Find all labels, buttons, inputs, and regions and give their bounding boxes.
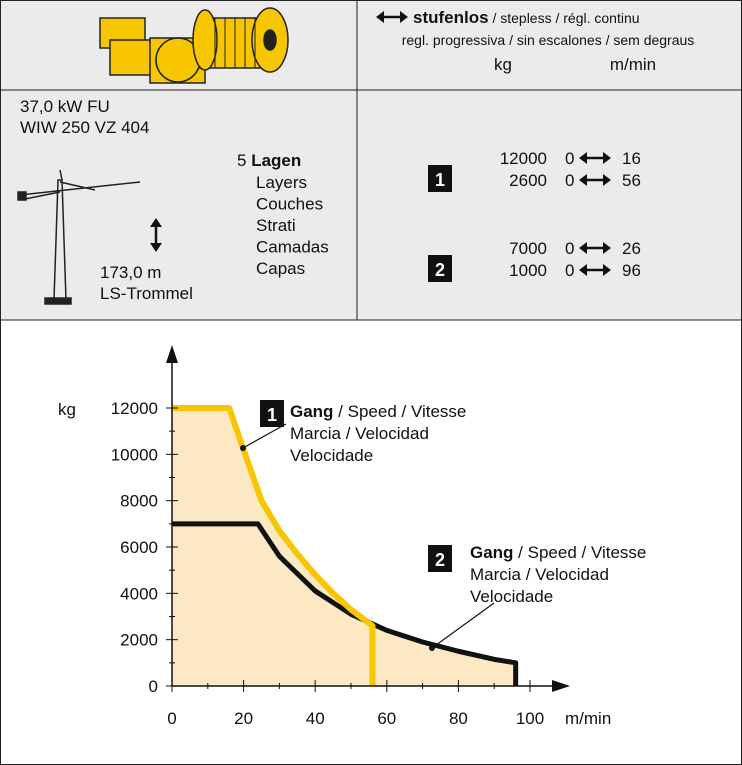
legend-line: Marcia / Velocidad	[290, 424, 429, 443]
unit-load: kg	[494, 55, 512, 74]
legend-line: Marcia / Velocidad	[470, 565, 609, 584]
x-axis-label: m/min	[565, 709, 611, 728]
leader-dot	[429, 645, 435, 651]
legend-line: Velocidade	[290, 446, 373, 465]
x-tick-label: 100	[516, 709, 544, 728]
legend-name: Gang	[470, 543, 513, 562]
speed-to: 16	[622, 149, 641, 168]
x-tick-label: 20	[234, 709, 253, 728]
legend-line: Velocidade	[470, 587, 553, 606]
speed-to: 96	[622, 261, 641, 280]
y-axis-label: kg	[58, 400, 76, 419]
load-kg: 1000	[509, 261, 547, 280]
legend-translations: / Speed / Vitesse	[333, 402, 466, 421]
header-subtitle: regl. progressiva / sin escalones / sem …	[402, 32, 695, 48]
speed-from: 0	[565, 171, 574, 190]
legend-entry: Gang / Speed / Vitesse	[290, 402, 466, 421]
y-tick-label: 4000	[120, 584, 158, 603]
layer-translation: Couches	[256, 195, 323, 214]
x-tick-label: 60	[377, 709, 396, 728]
speed-to: 26	[622, 239, 641, 258]
power: 37,0 kW FU	[20, 97, 110, 116]
y-tick-label: 0	[149, 677, 158, 696]
drum: LS-Trommel	[100, 284, 193, 303]
header-title: stufenlos / stepless / régl. continu	[413, 8, 640, 27]
gear-badge-number: 2	[435, 550, 445, 570]
load-kg: 7000	[509, 239, 547, 258]
gear-badge-number: 1	[267, 405, 277, 425]
legend-name: Gang	[290, 402, 333, 421]
layer-translation: Strati	[256, 216, 296, 235]
speed-from: 0	[565, 261, 574, 280]
load-kg: 2600	[509, 171, 547, 190]
y-tick-label: 8000	[120, 492, 158, 511]
layer-translation: Capas	[256, 259, 305, 278]
speed-from: 0	[565, 239, 574, 258]
legend-translations: / Speed / Vitesse	[513, 543, 646, 562]
y-axis-arrow	[166, 345, 178, 363]
x-tick-label: 0	[167, 709, 176, 728]
rope-length: 173,0 m	[100, 263, 161, 282]
header-title-de: stufenlos	[413, 8, 489, 27]
layer-translation: Layers	[256, 173, 307, 192]
header-title-translations: / stepless / régl. continu	[489, 10, 640, 26]
x-tick-label: 40	[306, 709, 325, 728]
x-tick-label: 80	[449, 709, 468, 728]
leader-dot	[240, 445, 246, 451]
datasheet: stufenlos / stepless / régl. continu reg…	[0, 0, 742, 765]
y-tick-label: 2000	[120, 631, 158, 650]
load-kg: 12000	[500, 149, 547, 168]
layers: 5 Lagen	[237, 151, 301, 170]
y-tick-label: 12000	[111, 399, 158, 418]
speed-from: 0	[565, 149, 574, 168]
layers-count: 5	[237, 151, 246, 170]
speed-to: 56	[622, 171, 641, 190]
unit-speed: m/min	[610, 55, 656, 74]
layers-word: Lagen	[251, 151, 301, 170]
gear-badge-number: 2	[435, 260, 445, 280]
y-tick-label: 10000	[111, 445, 158, 464]
leader-line	[432, 603, 494, 648]
x-axis-arrow	[552, 680, 570, 692]
layer-translation: Camadas	[256, 238, 329, 257]
legend-entry: Gang / Speed / Vitesse	[470, 543, 646, 562]
gear-badge-number: 1	[435, 170, 445, 190]
leader-line	[243, 424, 286, 448]
model: WIW 250 VZ 404	[20, 118, 149, 137]
y-tick-label: 6000	[120, 538, 158, 557]
